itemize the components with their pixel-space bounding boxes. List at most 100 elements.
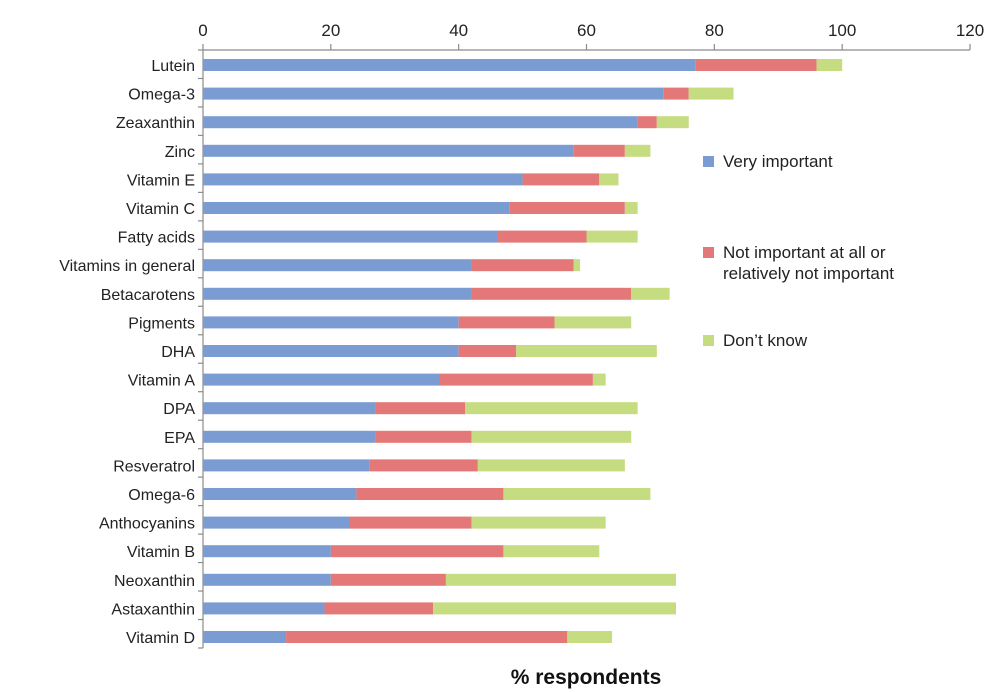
legend: Very important Not important at all or rel… (703, 152, 894, 350)
bar-segment (465, 402, 638, 415)
bar-segment (203, 116, 638, 129)
bar-segment (203, 516, 351, 529)
bar-segment (458, 345, 517, 357)
category-label: Anthocyanins (99, 516, 195, 533)
bar-segment (324, 602, 434, 615)
bar-segment (203, 488, 357, 500)
x-tick-label: 60 (577, 21, 596, 40)
category-label: Vitamin C (126, 201, 195, 218)
bar-segment (203, 545, 331, 558)
bar-segment (663, 87, 689, 100)
bar-segment (203, 144, 574, 157)
category-label: Zinc (165, 144, 195, 161)
bar-segment (509, 202, 625, 214)
bar-segment (203, 259, 472, 272)
bar-segment (203, 287, 472, 300)
bar-segment (203, 573, 331, 586)
bar-segment (203, 202, 510, 214)
x-axis-title: % respondents (511, 666, 662, 689)
bar-segment (203, 373, 440, 386)
y-axis (198, 49, 204, 649)
legend-label: Don’t know (723, 331, 808, 350)
category-label: Resveratrol (113, 458, 195, 475)
category-label: Omega-6 (128, 487, 195, 504)
category-label: EPA (164, 430, 195, 447)
x-tick-label: 40 (449, 21, 468, 40)
bar-segment (497, 230, 587, 243)
x-axis: 0 20 40 60 80 100 120 (198, 21, 984, 51)
bar-segment (637, 116, 657, 129)
legend-swatch (703, 335, 714, 346)
bar-segment (471, 430, 632, 443)
bar-segment (503, 488, 651, 500)
category-label: Vitamin B (127, 544, 195, 561)
bar-segment (631, 287, 670, 300)
category-label: Betacarotens (101, 287, 195, 304)
bar-segment (586, 230, 638, 243)
category-label: Vitamin A (128, 373, 196, 390)
category-label: Omega-3 (128, 87, 195, 104)
bar-segment (816, 59, 843, 71)
bar-segment (203, 402, 376, 415)
bars: Lutein Omega-3 Zeaxanthin Zinc Vitamin E Vita… (59, 58, 843, 647)
x-tick-label: 120 (956, 21, 984, 40)
category-label: Vitamin E (127, 172, 195, 189)
bar-segment (477, 459, 625, 472)
bar-segment (350, 516, 472, 529)
bar-segment (516, 345, 657, 357)
category-label: Vitamin D (126, 630, 195, 647)
bar-segment (554, 316, 632, 329)
x-tick-label: 20 (321, 21, 340, 40)
category-label: DPA (163, 401, 195, 418)
legend-swatch (703, 156, 714, 167)
legend-label: Not important at all or relatively not im… (723, 243, 894, 283)
bar-segment (503, 545, 600, 558)
bar-segment (433, 602, 676, 615)
bar-segment (471, 287, 632, 300)
bar-segment (567, 631, 613, 643)
bar-segment (203, 602, 325, 615)
bar-segment (330, 573, 446, 586)
bar-segment (369, 459, 478, 472)
bar-segment (356, 488, 504, 500)
bar-segment (203, 459, 370, 472)
category-label: Astaxanthin (111, 601, 195, 618)
bar-segment (624, 202, 638, 214)
bar-segment (573, 144, 625, 157)
bar-segment (522, 173, 600, 186)
bar-segment (375, 430, 472, 443)
bar-segment (445, 573, 676, 586)
x-tick-label: 0 (198, 21, 207, 40)
bar-segment (439, 373, 593, 386)
bar-segment (695, 59, 817, 71)
bar-segment (203, 345, 459, 357)
bar-segment (471, 259, 574, 272)
x-tick-label: 100 (828, 21, 856, 40)
category-label: Lutein (151, 58, 195, 75)
x-tick-label: 80 (705, 21, 724, 40)
bar-segment (471, 516, 606, 529)
bar-segment (203, 631, 287, 643)
bar-segment (203, 316, 459, 329)
bar-segment (330, 545, 504, 558)
bar-segment (203, 230, 498, 243)
legend-label: Very important (723, 152, 833, 171)
category-label: Neoxanthin (114, 573, 195, 590)
category-label: Vitamins in general (59, 258, 195, 275)
category-label: Fatty acids (118, 230, 195, 247)
bar-segment (203, 87, 664, 100)
bar-segment (573, 259, 581, 272)
bar-segment (203, 59, 696, 71)
bar-segment (458, 316, 555, 329)
category-label: DHA (161, 344, 195, 361)
bar-segment (203, 173, 523, 186)
bar-segment (624, 144, 651, 157)
bar-segment (599, 173, 619, 186)
bar-segment (688, 87, 734, 100)
bar-segment (203, 430, 376, 443)
category-label: Zeaxanthin (116, 115, 195, 132)
category-label: Pigments (128, 315, 195, 332)
bar-segment (286, 631, 568, 643)
legend-swatch (703, 247, 714, 258)
